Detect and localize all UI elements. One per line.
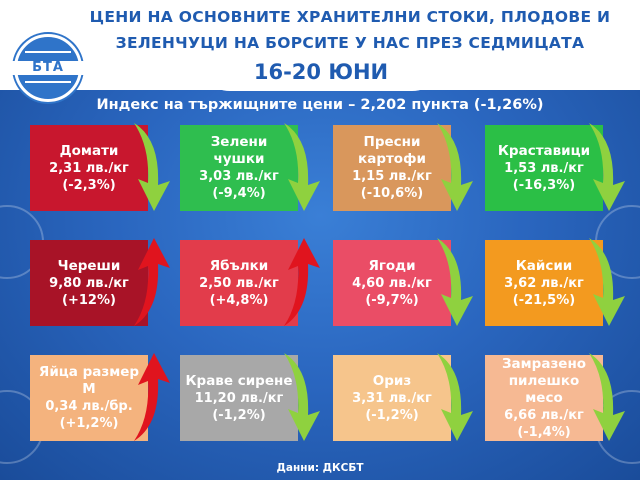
price-card: Домати 2,31 лв./кг (-2,3%) (30, 125, 148, 211)
price-card: Краставици 1,53 лв./кг (-16,3%) (485, 125, 603, 211)
card-price: 3,03 лв./кг (199, 169, 279, 184)
trend-up-arrow-icon (134, 238, 170, 326)
card-change: (-10,6%) (360, 186, 424, 201)
card-name: Череши (57, 257, 121, 274)
card-price: 3,62 лв./кг (504, 275, 584, 291)
card-name: Замразено пилешко месо (501, 355, 587, 406)
card-name: Краве сирене (185, 372, 293, 389)
card-name: Ябълки (209, 257, 269, 274)
logo-line (25, 51, 71, 53)
title-line-1: ЦЕНИ НА ОСНОВНИТЕ ХРАНИТЕЛНИ СТОКИ, ПЛОД… (89, 8, 611, 26)
card-name: Домати (59, 142, 119, 159)
card-name: Ориз (372, 372, 412, 389)
card-change: (-1,2%) (365, 407, 419, 423)
price-card: Ягоди 4,60 лв./кг (-9,7%) (333, 240, 451, 326)
card-change: (-1,4%) (517, 424, 571, 440)
card-name: Краставици (497, 142, 591, 159)
market-index: Индекс на тържищните цени – 2,202 пункта… (96, 97, 544, 113)
trend-down-arrow-icon (437, 123, 473, 211)
card-name: Ягоди (368, 257, 416, 274)
card-price: 2,50 лв./кг (199, 275, 279, 291)
card-price: 4,60 лв./кг (352, 275, 432, 291)
card-change: (-1,2%) (212, 407, 266, 423)
trend-down-arrow-icon (284, 123, 320, 211)
trend-down-arrow-icon (589, 353, 625, 441)
card-change: (+12%) (62, 292, 116, 308)
logo-line (25, 81, 71, 83)
trend-down-arrow-icon (437, 238, 473, 326)
trend-down-arrow-icon (589, 123, 625, 211)
card-change: (-16,3%) (512, 177, 576, 193)
card-change: (-9,7%) (365, 292, 419, 308)
card-name: Зелени чушки (210, 134, 268, 167)
price-card: Пресни картофи 1,15 лв./кг (-10,6%) (333, 125, 451, 211)
card-price: 3,31 лв./кг (352, 390, 432, 406)
card-price: 1,53 лв./кг (504, 160, 584, 176)
title-line-2: ЗЕЛЕНЧУЦИ НА БОРСИТЕ У НАС ПРЕЗ СЕДМИЦАТ… (115, 34, 585, 52)
card-price: 0,34 лв./бр. (45, 399, 133, 414)
data-source: Данни: ДКСБТ (276, 462, 364, 474)
card-name: Яйца размер М (38, 364, 140, 397)
card-price: 6,66 лв./кг (504, 407, 584, 423)
price-card: Череши 9,80 лв./кг (+12%) (30, 240, 148, 326)
trend-up-arrow-icon (134, 353, 170, 441)
price-card: Ориз 3,31 лв./кг (-1,2%) (333, 355, 451, 441)
trend-down-arrow-icon (589, 238, 625, 326)
price-card: Кайсии 3,62 лв./кг (-21,5%) (485, 240, 603, 326)
price-card: Краве сирене 11,20 лв./кг (-1,2%) (180, 355, 298, 441)
card-change: (-2,3%) (62, 177, 116, 193)
card-price: 1,15 лв./кг (352, 169, 432, 184)
trend-down-arrow-icon (134, 123, 170, 211)
price-card: Яйца размер М 0,34 лв./бр. (+1,2%) (30, 355, 148, 441)
trend-down-arrow-icon (284, 353, 320, 441)
price-card: Зелени чушки 3,03 лв./кг (-9,4%) (180, 125, 298, 211)
card-change: (-9,4%) (212, 186, 266, 201)
card-change: (-21,5%) (512, 292, 576, 308)
card-name: Кайсии (515, 257, 573, 274)
price-card: Ябълки 2,50 лв./кг (+4,8%) (180, 240, 298, 326)
card-price: 9,80 лв./кг (49, 275, 129, 291)
card-price: 2,31 лв./кг (49, 160, 129, 176)
bta-logo: БТА (11, 34, 85, 102)
card-name: Пресни картофи (358, 134, 426, 167)
card-price: 11,20 лв./кг (194, 390, 284, 406)
trend-up-arrow-icon (284, 238, 320, 326)
date-range: 16-20 ЮНИ (196, 57, 446, 91)
price-card: Замразено пилешко месо 6,66 лв./кг (-1,4%) (485, 355, 603, 441)
card-change: (+4,8%) (209, 292, 269, 308)
trend-down-arrow-icon (437, 353, 473, 441)
logo-text: БТА (11, 61, 85, 75)
card-change: (+1,2%) (59, 416, 119, 431)
